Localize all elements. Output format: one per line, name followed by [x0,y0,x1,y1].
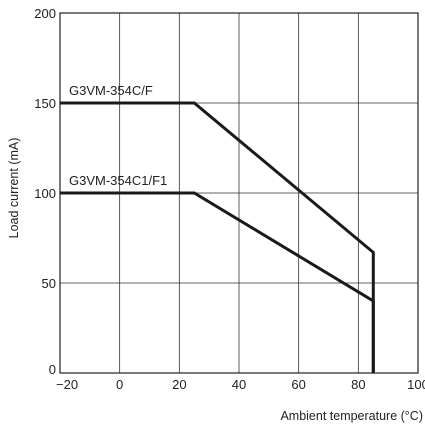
x-tick-label: 60 [291,377,305,392]
series-lines [60,101,375,373]
x-axis-title: Ambient temperature (°C) [280,409,423,423]
x-tick-label: −20 [56,377,78,392]
y-axis-title: Load current (mA) [7,138,21,239]
x-tick-label: 100 [407,377,425,392]
y-tick-label: 150 [34,96,56,111]
series-line-1 [60,101,375,373]
x-tick-label: 40 [232,377,246,392]
x-axis-ticks: −20 0 20 40 60 80 100 [56,377,425,392]
series-label-1: G3VM-354C/F [69,83,153,98]
x-tick-label: 80 [351,377,365,392]
x-tick-label: 0 [116,377,123,392]
series-line-2 [60,191,375,373]
y-tick-label: 100 [34,186,56,201]
series-label-2: G3VM-354C1/F1 [69,173,167,188]
x-tick-label: 20 [172,377,186,392]
y-tick-label: 200 [34,6,56,21]
y-tick-label: 50 [42,276,56,291]
series-labels: G3VM-354C/F G3VM-354C1/F1 [69,83,167,188]
y-tick-label: 0 [49,362,56,377]
y-axis-ticks: 0 50 100 150 200 [34,6,56,377]
